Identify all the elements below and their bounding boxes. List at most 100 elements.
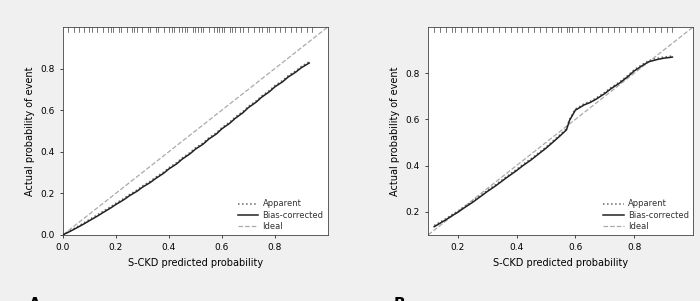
Apparent (468, 200, 477, 203)
Bias-corrected (173, 162, 181, 166)
Bias-corrected (204, 138, 213, 141)
Apparent (654, 56, 662, 60)
Bias-corrected (562, 128, 570, 132)
Apparent (85, 218, 94, 221)
Bias-corrected (518, 164, 526, 168)
Bias-corrected (146, 181, 155, 184)
Legend: Apparent, Bias-corrected, Ideal: Apparent, Bias-corrected, Ideal (603, 200, 689, 231)
Apparent (258, 94, 266, 98)
Apparent (297, 65, 305, 68)
Bias-corrected (292, 70, 300, 74)
Apparent (225, 120, 234, 124)
Bias-corrected (477, 194, 485, 198)
Apparent (146, 179, 155, 183)
Apparent (571, 107, 580, 111)
Bias-corrected (160, 172, 168, 175)
Apparent (430, 224, 438, 227)
Bias-corrected (231, 117, 239, 120)
Apparent (606, 86, 615, 90)
Bias-corrected (586, 101, 594, 104)
Bias-corrected (503, 175, 512, 179)
Bias-corrected (80, 222, 88, 225)
Apparent (125, 193, 134, 197)
Apparent (133, 188, 141, 192)
Bias-corrected (542, 147, 550, 150)
Line: Bias-corrected: Bias-corrected (434, 57, 673, 227)
Apparent (562, 127, 570, 130)
Bias-corrected (615, 81, 624, 85)
Bias-corrected (547, 141, 556, 145)
Apparent (160, 170, 168, 174)
Bias-corrected (491, 184, 500, 188)
Apparent (138, 184, 146, 188)
Bias-corrected (271, 85, 279, 89)
Bias-corrected (305, 61, 314, 65)
Bias-corrected (297, 66, 305, 70)
Bias-corrected (178, 157, 186, 161)
Bias-corrected (630, 69, 638, 73)
Bias-corrected (64, 231, 73, 234)
Apparent (459, 205, 468, 209)
Apparent (630, 68, 638, 72)
Y-axis label: Actual probability of event: Actual probability of event (25, 66, 35, 196)
Apparent (265, 88, 274, 92)
Bias-corrected (468, 201, 477, 204)
Apparent (279, 79, 287, 82)
Line: Apparent: Apparent (434, 56, 673, 225)
Bias-corrected (498, 179, 506, 183)
Apparent (186, 151, 195, 154)
Bias-corrected (442, 218, 450, 222)
Bias-corrected (244, 106, 253, 110)
Apparent (80, 221, 88, 225)
Bias-corrected (138, 185, 146, 189)
Bias-corrected (239, 111, 247, 114)
Apparent (580, 102, 589, 106)
Bias-corrected (430, 225, 438, 228)
Apparent (191, 146, 200, 150)
Bias-corrected (85, 219, 94, 222)
Bias-corrected (571, 108, 580, 112)
Line: Apparent: Apparent (63, 62, 309, 235)
Bias-corrected (566, 119, 574, 122)
Apparent (99, 210, 107, 213)
Apparent (566, 118, 574, 121)
Apparent (442, 217, 450, 220)
Apparent (477, 193, 485, 197)
Bias-corrected (645, 60, 653, 64)
Apparent (164, 166, 173, 169)
Legend: Apparent, Bias-corrected, Ideal: Apparent, Bias-corrected, Ideal (237, 200, 323, 231)
Bias-corrected (265, 90, 274, 94)
Bias-corrected (459, 206, 468, 210)
Apparent (542, 145, 550, 149)
Apparent (454, 209, 462, 213)
Apparent (624, 73, 633, 77)
Apparent (498, 178, 506, 182)
X-axis label: S-CKD predicted probability: S-CKD predicted probability (493, 258, 628, 268)
Line: Bias-corrected: Bias-corrected (63, 63, 309, 235)
Bias-corrected (279, 80, 287, 83)
Bias-corrected (668, 55, 677, 59)
Apparent (199, 141, 207, 144)
Bias-corrected (580, 103, 589, 107)
Bias-corrected (59, 233, 67, 237)
Apparent (483, 189, 491, 192)
Bias-corrected (447, 214, 456, 218)
Apparent (112, 201, 120, 205)
Bias-corrected (125, 194, 134, 198)
Apparent (436, 220, 445, 224)
Bias-corrected (252, 100, 260, 104)
Bias-corrected (606, 87, 615, 91)
Apparent (151, 175, 160, 179)
Apparent (218, 126, 226, 129)
Text: B: B (394, 297, 405, 301)
Apparent (577, 104, 585, 107)
Apparent (615, 80, 624, 84)
Bias-corrected (527, 158, 536, 162)
Apparent (556, 132, 565, 136)
Bias-corrected (72, 226, 80, 230)
Bias-corrected (533, 153, 541, 157)
Apparent (173, 161, 181, 164)
Bias-corrected (164, 167, 173, 171)
Bias-corrected (199, 142, 207, 146)
Bias-corrected (624, 74, 633, 78)
